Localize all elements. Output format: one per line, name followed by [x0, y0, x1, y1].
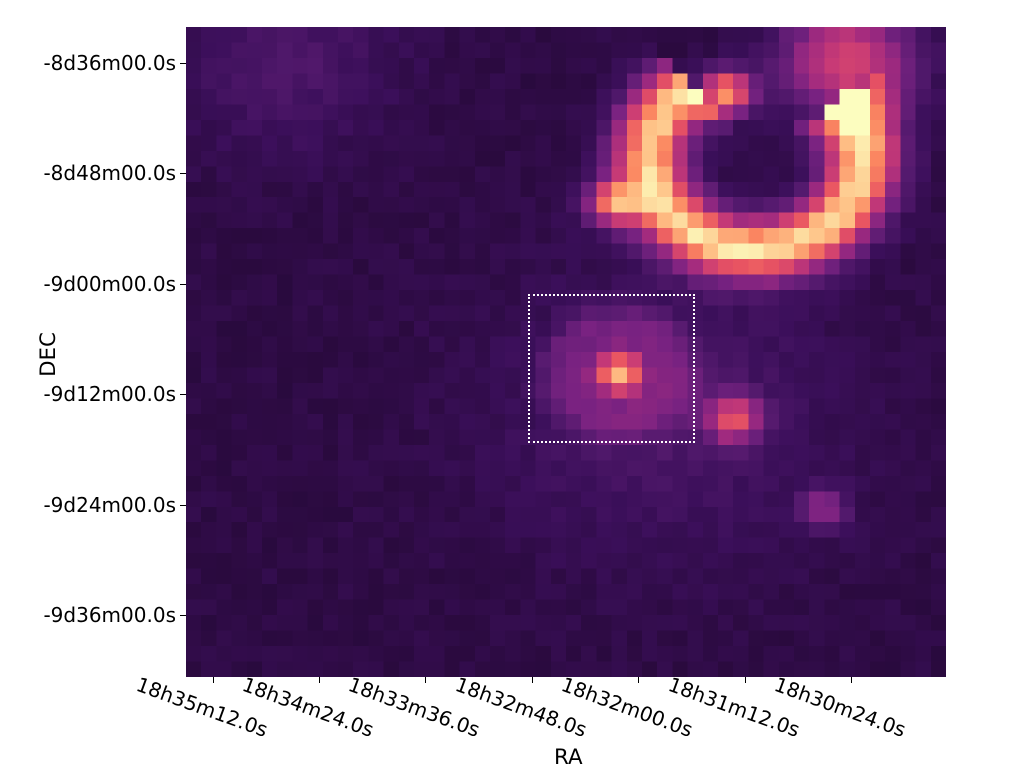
y-axis-label: DEC	[36, 332, 61, 377]
ytick-mark	[180, 615, 186, 616]
ytick-mark	[180, 505, 186, 506]
ytick-label: -9d12m00.0s	[43, 382, 186, 406]
ytick-mark	[180, 173, 186, 174]
ytick-label: -9d24m00.0s	[43, 493, 186, 517]
xtick-mark	[425, 677, 426, 683]
xtick-mark	[213, 677, 214, 683]
ytick-mark	[180, 394, 186, 395]
xtick-mark	[638, 677, 639, 683]
ytick-label: -9d00m00.0s	[43, 272, 186, 296]
ytick-label: -8d48m00.0s	[43, 161, 186, 185]
figure: -8d36m00.0s -8d48m00.0s -9d00m00.0s -9d12m0…	[0, 0, 1024, 768]
xtick-mark	[745, 677, 746, 683]
ytick-label: -9d36m00.0s	[43, 603, 186, 627]
ytick-mark	[180, 284, 186, 285]
xtick-mark	[532, 677, 533, 683]
xtick-mark	[851, 677, 852, 683]
ytick-mark	[180, 63, 186, 64]
plot-area: -8d36m00.0s-8d48m00.0s-9d00m00.0s-9d12m0…	[186, 27, 946, 677]
xtick-mark	[319, 677, 320, 683]
roi-rectangle	[528, 294, 695, 444]
ytick-label: -8d36m00.0s	[43, 51, 186, 75]
x-axis-label: RA	[554, 745, 583, 770]
